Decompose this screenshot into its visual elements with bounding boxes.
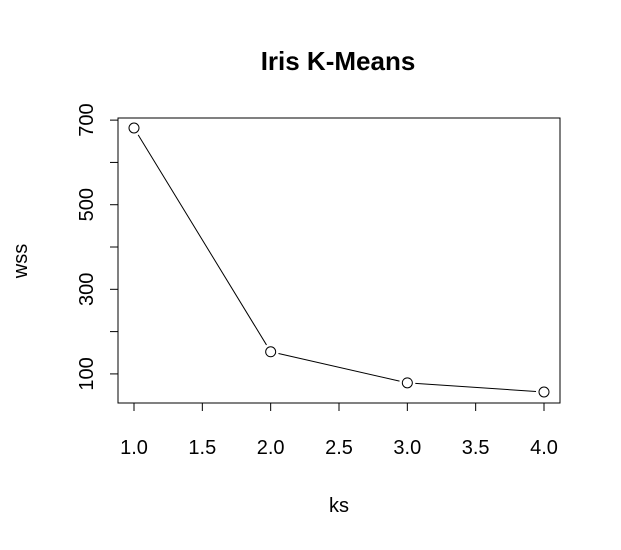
data-point xyxy=(538,386,550,398)
y-tick-label: 100 xyxy=(76,357,98,390)
chart-title: Iris K-Means xyxy=(261,46,416,76)
y-axis-label: wss xyxy=(10,244,32,279)
y-tick-label: 500 xyxy=(76,188,98,221)
y-tick-label: 700 xyxy=(76,103,98,136)
x-tick-label: 1.5 xyxy=(188,437,216,459)
y-tick-label: 300 xyxy=(76,273,98,306)
plot-frame xyxy=(117,117,561,404)
data-point xyxy=(128,122,140,134)
data-point xyxy=(401,377,413,389)
data-points xyxy=(128,122,550,398)
series-line xyxy=(137,134,537,392)
x-tick-label: 2.5 xyxy=(325,437,353,459)
y-axis: 100 300 500 700 xyxy=(76,103,119,391)
x-axis-label: ks xyxy=(329,495,349,517)
x-tick-label: 3.0 xyxy=(393,437,421,459)
x-tick-label: 1.0 xyxy=(120,437,148,459)
x-tick-label: 2.0 xyxy=(257,437,285,459)
x-tick-label: 3.5 xyxy=(462,437,490,459)
x-axis: 1.0 1.5 2.0 2.5 3.0 3.5 4.0 xyxy=(120,402,558,459)
data-point xyxy=(265,346,277,358)
x-tick-label: 4.0 xyxy=(530,437,558,459)
